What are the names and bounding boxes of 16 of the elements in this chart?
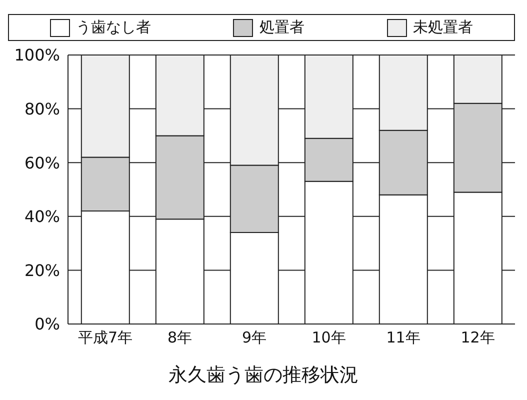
legend-label: 未処置者 xyxy=(412,18,473,37)
text: 永久歯う歯の推移状況 xyxy=(168,363,360,388)
x-tick-label: 9年 xyxy=(242,328,267,347)
x-tick-label: 8年 xyxy=(167,328,192,347)
x-tick-label: 11年 xyxy=(386,328,420,347)
y-tick-label: 20% xyxy=(24,260,60,280)
y-tick-label: 0% xyxy=(34,314,60,334)
y-tick-label: 80% xyxy=(24,99,60,118)
legend-label: う歯なし者 xyxy=(76,18,152,37)
x-tick-label: 12年 xyxy=(460,328,495,347)
legend-label: 処置者 xyxy=(259,18,304,37)
y-tick-label: 100% xyxy=(14,46,60,65)
y-tick-label: 60% xyxy=(24,153,60,172)
y-tick-label: 40% xyxy=(24,207,60,226)
x-tick-label: 平成7年 xyxy=(78,328,133,347)
x-tick-label: 10年 xyxy=(312,328,346,347)
